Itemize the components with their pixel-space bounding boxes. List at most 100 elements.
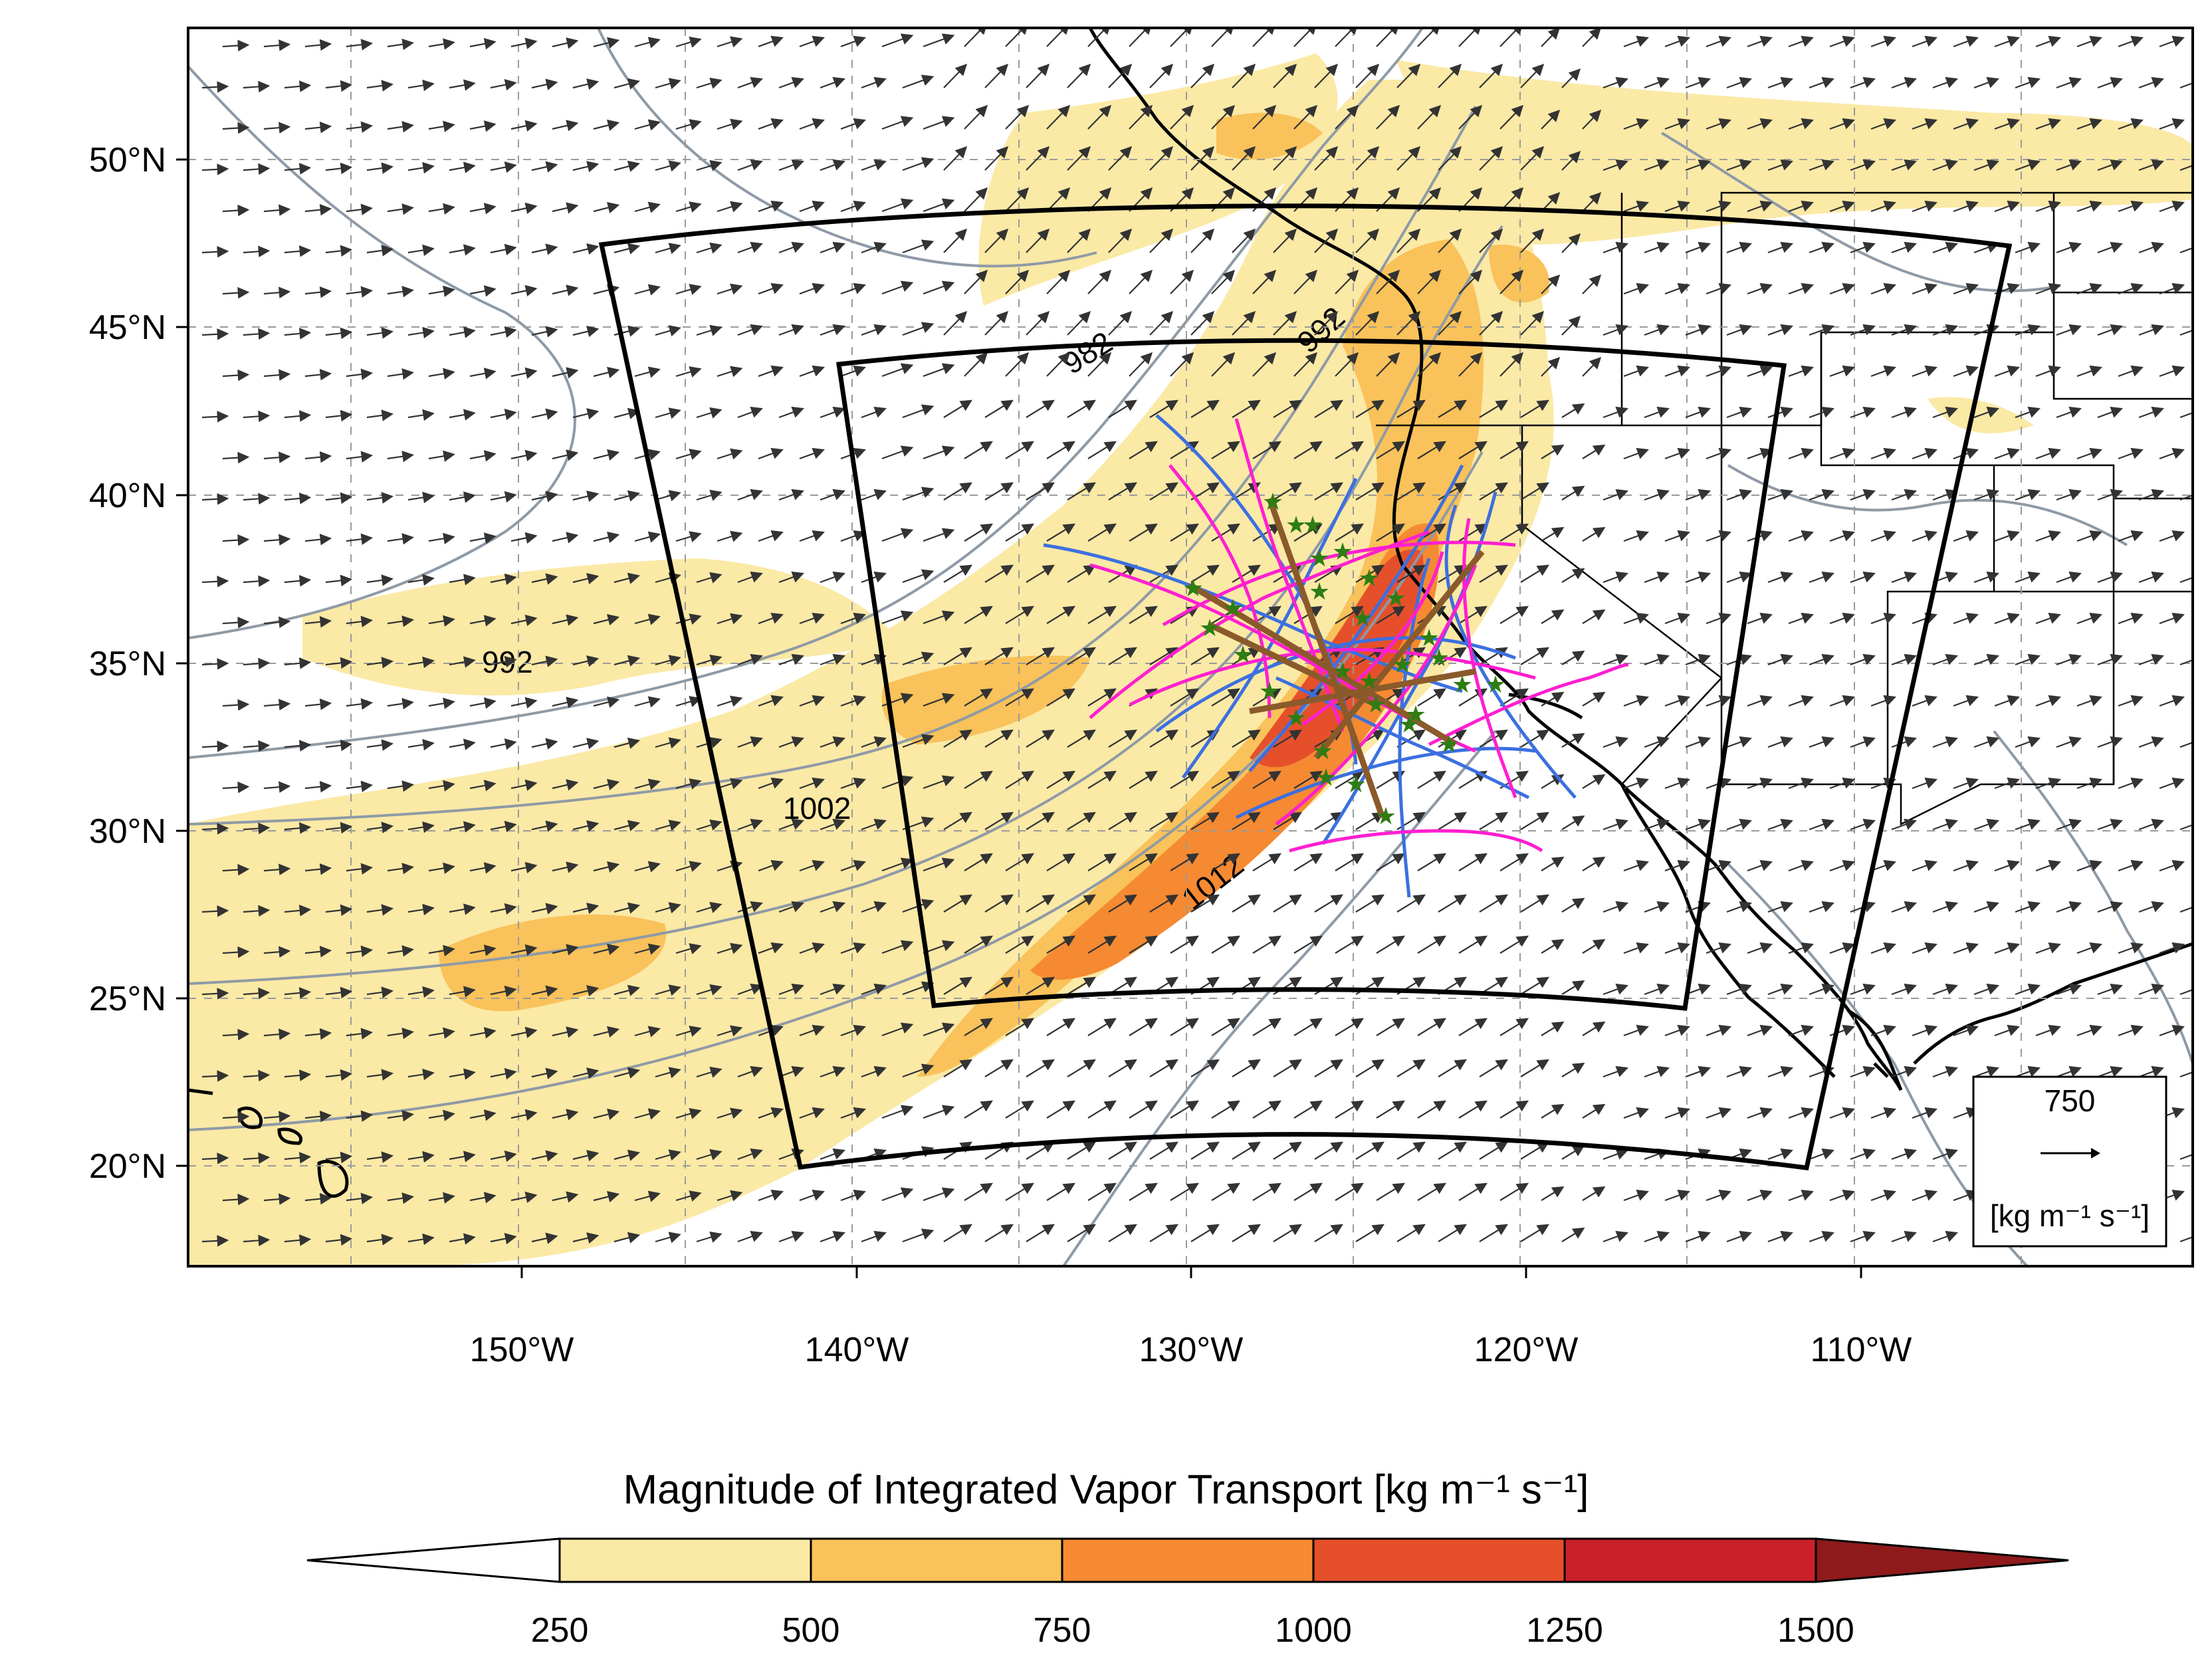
ivt-vector-arrow <box>799 695 825 707</box>
lat-tick-35: 35°N <box>89 645 166 683</box>
ivt-vector-arrow <box>1685 324 1711 336</box>
ivt-vector-arrow <box>717 36 743 48</box>
ivt-vector-arrow <box>284 80 312 92</box>
ivt-vector-arrow <box>923 116 955 130</box>
ivt-vector-arrow <box>325 80 353 92</box>
ivt-vector-arrow <box>1561 316 1581 336</box>
ivt-vector-arrow <box>2201 863 2212 871</box>
ivt-vector-arrow <box>1046 104 1071 130</box>
ivt-vector-arrow <box>2076 447 2102 460</box>
ivt-vector-arrow <box>469 780 497 792</box>
ivt-vector-arrow <box>1479 228 1503 253</box>
ivt-vector-arrow <box>1685 736 1711 748</box>
ivt-vector-arrow <box>1499 104 1524 130</box>
ivt-vector-arrow <box>531 326 558 338</box>
ivt-vector-arrow <box>1520 647 1549 665</box>
ivt-vector-arrow <box>1541 357 1561 377</box>
ivt-vector-arrow <box>923 693 955 707</box>
ivt-vector-arrow <box>1603 324 1628 336</box>
ivt-vector-arrow <box>1994 612 2020 625</box>
ivt-vector-arrow <box>799 612 825 625</box>
ivt-vector-arrow <box>2138 406 2164 419</box>
ivt-vector-arrow <box>634 366 661 378</box>
ivt-vector-arrow <box>902 734 935 748</box>
ivt-vector-arrow <box>222 204 250 217</box>
ivt-vector-arrow <box>923 610 955 625</box>
ivt-vector-arrow <box>1788 777 1814 790</box>
ivt-vector-arrow <box>449 656 476 668</box>
ivt-vector-arrow <box>1273 729 1302 748</box>
ivt-vector-arrow <box>1747 35 1773 48</box>
ivt-vector-arrow <box>1685 489 1711 501</box>
ivt-vector-arrow <box>2015 324 2041 336</box>
ivt-vector-arrow <box>1953 365 1979 378</box>
ivt-vector-arrow <box>634 37 661 49</box>
ivt-vector-arrow <box>531 243 558 255</box>
ivt-vector-arrow <box>758 282 784 295</box>
ivt-vector-arrow <box>1211 104 1236 130</box>
ivt-vector-arrow <box>1953 200 1979 213</box>
ivt-vector-arrow <box>1005 104 1030 130</box>
ivt-vector-arrow <box>1438 228 1462 253</box>
ivt-vector-arrow <box>820 159 845 171</box>
ivt-vector-arrow <box>1870 365 1896 378</box>
dropsonde-star-icon: ★ <box>1182 575 1204 602</box>
ivt-vector-arrow <box>201 576 229 588</box>
ivt-vector-arrow <box>1767 159 1793 171</box>
ivt-vector-arrow <box>2159 612 2185 625</box>
ivt-vector-arrow <box>778 76 804 89</box>
ivt-vector-arrow <box>1603 76 1628 89</box>
ivt-vector-arrow <box>222 699 250 711</box>
ivt-vector-arrow <box>861 159 887 171</box>
ivt-vector-arrow <box>1932 241 1958 254</box>
ivt-vector-arrow <box>366 245 394 257</box>
ivt-vector-arrow <box>861 76 887 89</box>
ivt-vector-arrow <box>1891 571 1917 584</box>
ivt-vector-arrow <box>572 243 600 255</box>
ivt-vector-arrow <box>737 76 763 89</box>
ivt-vector-arrow <box>2138 241 2164 254</box>
ivt-vector-arrow <box>407 491 435 504</box>
ivt-vector-arrow <box>1561 485 1585 500</box>
ivt-vector-arrow <box>1932 736 1958 748</box>
ivt-vector-arrow <box>1706 695 1731 707</box>
ivt-vector-arrow <box>881 280 914 295</box>
ivt-vector-arrow <box>2201 451 2212 459</box>
ivt-vector-arrow <box>634 531 661 543</box>
ivt-vector-arrow <box>243 740 271 752</box>
ivt-vector-arrow <box>1891 653 1917 666</box>
ivt-vector-arrow <box>1973 571 1999 584</box>
ivt-vector-arrow <box>675 449 702 460</box>
ivt-vector-arrow <box>1438 63 1462 88</box>
ivt-vector-arrow <box>1417 352 1442 377</box>
ivt-vector-arrow <box>222 451 250 464</box>
ivt-vector-arrow <box>2097 324 2123 336</box>
ivt-vector-arrow <box>1582 192 1602 212</box>
ivt-vector-arrow <box>1067 564 1096 583</box>
lat-tick-30: 30°N <box>89 812 166 851</box>
ivt-vector-arrow <box>717 201 743 213</box>
colorbar-tick-1250: 1250 <box>1526 1611 1603 1650</box>
ivt-vector-arrow <box>984 564 1014 583</box>
ivt-vector-arrow <box>820 489 845 501</box>
dropsonde-star-icon: ★ <box>1332 538 1353 566</box>
ivt-vector-arrow <box>469 203 497 215</box>
ivt-vector-arrow <box>2138 736 2164 748</box>
ivt-vector-arrow <box>1190 63 1215 88</box>
ivt-vector-arrow <box>593 366 620 378</box>
ivt-vector-arrow <box>1149 399 1178 418</box>
ivt-vector-arrow <box>1417 441 1446 459</box>
ivt-vector-arrow <box>1293 352 1318 377</box>
ivt-vector-arrow <box>1829 282 1855 295</box>
ivt-vector-arrow <box>613 737 641 749</box>
ivt-vector-arrow <box>284 328 312 340</box>
ivt-vector-arrow <box>1026 564 1055 583</box>
ivt-vector-arrow <box>1603 406 1628 419</box>
ivt-vector-arrow <box>1190 399 1220 418</box>
ivt-vector-arrow <box>634 284 661 296</box>
ivt-vector-arrow <box>469 697 497 709</box>
ivt-vector-arrow <box>1479 564 1508 583</box>
ivt-vector-arrow <box>1850 489 1876 501</box>
dropsonde-star-icon: ★ <box>1262 489 1283 516</box>
ivt-vector-arrow <box>1129 770 1158 789</box>
